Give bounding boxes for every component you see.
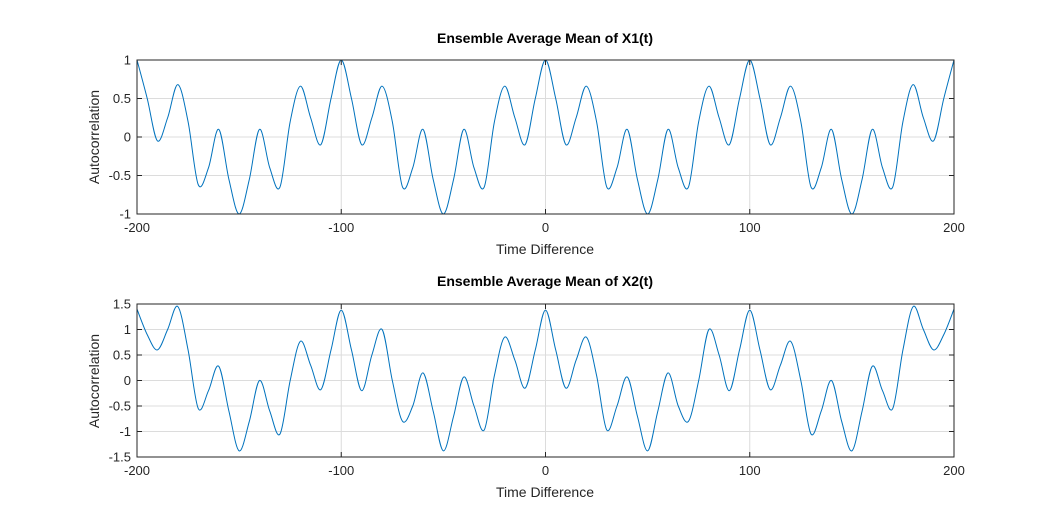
x-tick-label: 0 <box>542 463 549 478</box>
y-tick-label: 1 <box>124 53 131 68</box>
x-tick-label: -200 <box>124 463 150 478</box>
x-tick-label: 100 <box>739 220 761 235</box>
subplot-1: Ensemble Average Mean of X1(t) Time Diff… <box>86 30 965 257</box>
y-axis-label: Autocorrelation <box>86 334 102 428</box>
y-axis-label: Autocorrelation <box>86 90 102 184</box>
x-tick-label: 200 <box>943 463 965 478</box>
chart-title: Ensemble Average Mean of X2(t) <box>437 273 653 289</box>
y-tick-label: -0.5 <box>109 399 131 414</box>
y-tick-label: -1.5 <box>109 450 131 465</box>
plot-area: -200 -100 0 100 200 -1.5 -1 -0.5 0 0.5 1 1.5 <box>109 297 965 479</box>
x-axis-label: Time Difference <box>496 484 594 500</box>
x-tick-label: -200 <box>124 220 150 235</box>
y-tick-label: 0.5 <box>113 91 131 106</box>
chart-title: Ensemble Average Mean of X1(t) <box>437 30 653 46</box>
y-tick-label: 0 <box>124 373 131 388</box>
y-tick-label: 0 <box>124 130 131 145</box>
x-axis-label: Time Difference <box>496 241 594 257</box>
subplot-2: Ensemble Average Mean of X2(t) Time Diff… <box>86 273 965 500</box>
x-tick-label: 100 <box>739 463 761 478</box>
y-tick-label: -1 <box>119 424 131 439</box>
y-tick-label: 1 <box>124 322 131 337</box>
x-tick-label: -100 <box>328 463 354 478</box>
y-tick-label: 1.5 <box>113 297 131 312</box>
plot-area: -200 -100 0 100 200 -1 -0.5 0 0.5 1 <box>109 53 965 236</box>
x-tick-label: -100 <box>328 220 354 235</box>
series-line <box>136 305 955 452</box>
y-tick-label: -0.5 <box>109 168 131 183</box>
y-tick-label: -1 <box>119 207 131 222</box>
x-tick-label: 200 <box>943 220 965 235</box>
y-tick-label: 0.5 <box>113 348 131 363</box>
x-tick-label: 0 <box>542 220 549 235</box>
